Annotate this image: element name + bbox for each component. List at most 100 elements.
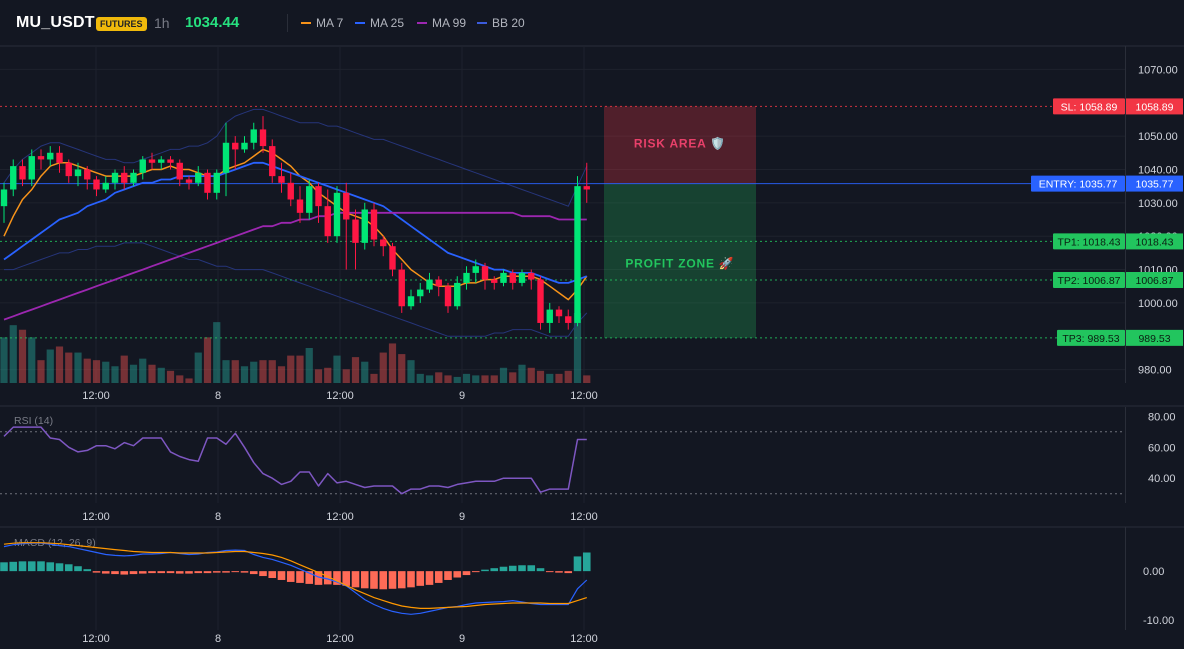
volume-bar — [453, 376, 461, 383]
candle — [167, 156, 174, 170]
macd-histogram-bar — [397, 571, 406, 589]
candle — [139, 156, 146, 180]
macd-histogram-bar — [490, 568, 499, 572]
candle-body — [389, 246, 396, 270]
volume-bar — [379, 352, 387, 383]
time-tick-label: 8 — [215, 633, 221, 645]
time-tick-label: 12:00 — [570, 633, 598, 645]
candle-body — [370, 209, 378, 240]
macd-histogram-bar — [314, 571, 323, 585]
time-tick-label: 12:00 — [326, 390, 354, 402]
legend-bb20[interactable]: BB 20 — [477, 16, 525, 30]
candle-body — [537, 279, 544, 323]
candle — [435, 276, 442, 297]
volume-bar — [129, 364, 138, 383]
candle — [509, 269, 516, 290]
volume-bar — [573, 313, 582, 383]
macd-histogram-bar — [360, 571, 369, 589]
macd-histogram-bar — [0, 562, 8, 572]
time-tick-label: 12:00 — [82, 390, 110, 402]
volume-bar — [92, 360, 101, 383]
chart-header: MU_USDT FUTURES 1h 1034.44 MA 7 MA 25 MA… — [0, 0, 1184, 46]
ma25-line — [3, 161, 588, 284]
volume-bar — [564, 370, 572, 383]
macd-histogram-bar — [83, 569, 92, 572]
macd-histogram-bar — [286, 571, 295, 582]
candle — [380, 236, 387, 257]
futures-badge: FUTURES — [96, 17, 147, 31]
macd-histogram-bar — [74, 566, 82, 572]
legend-ma99[interactable]: MA 99 — [417, 16, 466, 30]
rsi-tick-label: 60.00 — [1148, 442, 1176, 454]
volume-bar — [296, 355, 304, 383]
candle-body — [361, 209, 368, 243]
timeframe-label[interactable]: 1h — [154, 15, 170, 31]
candle — [232, 136, 239, 170]
candle-body — [28, 156, 35, 180]
legend-ma7[interactable]: MA 7 — [301, 16, 343, 30]
candle — [287, 172, 294, 207]
volume-bar — [157, 367, 165, 383]
macd-histogram-bar — [92, 571, 101, 573]
candle-body — [167, 159, 174, 163]
candle — [528, 269, 535, 290]
volume-bar — [314, 369, 323, 383]
volume-bar — [490, 375, 498, 383]
legend-ma25[interactable]: MA 25 — [355, 16, 404, 30]
volume-bar — [416, 373, 424, 383]
candle-body — [528, 272, 535, 280]
candle — [158, 156, 165, 170]
level-label-text: TP3: 989.53 — [1062, 333, 1119, 345]
candle — [426, 272, 433, 293]
level-price-bg — [1126, 329, 1183, 346]
legend-label: MA 25 — [370, 16, 405, 30]
volume-bar — [55, 346, 64, 383]
candle — [417, 282, 424, 303]
candle-body — [352, 219, 359, 243]
time-tick-label: 9 — [459, 633, 465, 645]
candle — [278, 162, 285, 193]
rsi-line — [3, 426, 587, 495]
candle — [454, 276, 461, 310]
volume-bar — [333, 355, 341, 383]
macd-histogram-bar — [296, 571, 304, 583]
tp1-label: TP1: 1018.43 1018.43 — [1053, 233, 1183, 250]
candle — [84, 166, 91, 190]
candle — [241, 136, 248, 153]
volume-bar — [509, 372, 517, 383]
volume-bar — [120, 355, 128, 383]
macd-line — [3, 542, 588, 615]
volume-bar — [472, 375, 480, 383]
risk-area-zone-fill — [604, 106, 756, 184]
rsi-tick-label: 40.00 — [1148, 473, 1176, 485]
candle — [148, 152, 156, 170]
candle — [28, 149, 35, 187]
candle-body — [407, 296, 415, 307]
candle — [65, 159, 72, 183]
macd-histogram-bar — [481, 569, 489, 572]
candle — [111, 169, 119, 190]
candle — [444, 282, 452, 313]
candle — [324, 189, 331, 243]
candle-body — [435, 279, 442, 287]
volume-bar — [481, 375, 489, 383]
macd-histogram-bar — [499, 566, 508, 572]
candle — [195, 166, 202, 187]
candle-body — [269, 146, 276, 177]
candle-body — [84, 169, 91, 180]
symbol-title[interactable]: MU_USDT — [16, 14, 95, 31]
candle — [222, 122, 230, 197]
macd-histogram-bar — [249, 571, 258, 575]
legend-label: BB 20 — [492, 16, 525, 30]
volume-bar — [0, 337, 8, 383]
macd-histogram-bar — [305, 571, 314, 584]
volume-bar — [324, 367, 332, 383]
macd-histogram-bar — [545, 571, 554, 573]
candle-body — [574, 186, 581, 323]
candle — [10, 159, 17, 197]
macd-histogram-bar — [120, 571, 129, 575]
price-tick-label: 1040.00 — [1138, 164, 1178, 176]
candle — [518, 269, 526, 287]
level-price-bg — [1126, 233, 1183, 250]
